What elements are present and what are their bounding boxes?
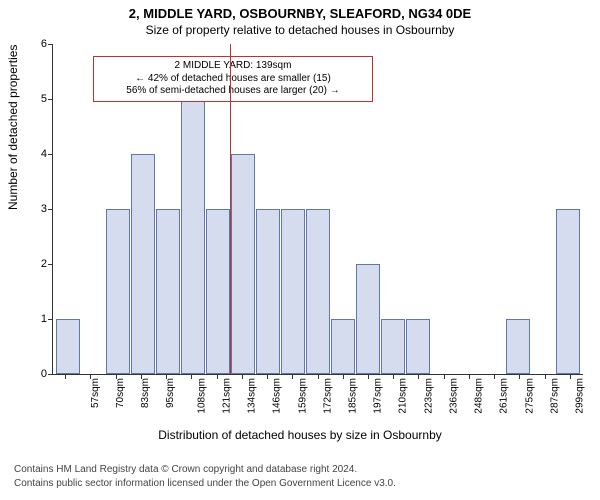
ytick-label: 3 [25, 203, 53, 215]
xtick-mark [570, 374, 571, 379]
xtick-mark [292, 374, 293, 379]
xtick-mark [217, 374, 218, 379]
bar-slot [406, 44, 431, 374]
bar [206, 209, 230, 374]
page-subtitle: Size of property relative to detached ho… [0, 21, 600, 37]
bar [131, 154, 155, 374]
xtick-mark [65, 374, 66, 379]
xtick-mark [166, 374, 167, 379]
bar [406, 319, 430, 374]
page-title: 2, MIDDLE YARD, OSBOURNBY, SLEAFORD, NG3… [0, 0, 600, 21]
bar [181, 99, 205, 374]
xtick-mark [519, 374, 520, 379]
bar [281, 209, 305, 374]
annotation-line3: 56% of semi-detached houses are larger (… [100, 85, 366, 98]
ytick-label: 5 [25, 93, 53, 105]
y-axis-label: Number of detached properties [6, 45, 20, 210]
annotation-line1: 2 MIDDLE YARD: 139sqm [100, 60, 366, 73]
bar [306, 209, 330, 374]
xtick-label: 95sqm [165, 378, 176, 408]
xtick-mark [116, 374, 117, 379]
xtick-label: 108sqm [196, 378, 207, 414]
bar [231, 154, 255, 374]
xtick-label: 236sqm [449, 378, 460, 414]
bar [356, 264, 380, 374]
bar [106, 209, 130, 374]
bar-slot [431, 44, 456, 374]
xtick-mark [393, 374, 394, 379]
xtick-mark [418, 374, 419, 379]
bar [56, 319, 80, 374]
xtick-mark [267, 374, 268, 379]
xtick-label: 275sqm [524, 378, 535, 414]
xtick-label: 223sqm [423, 378, 434, 414]
x-axis-label: Distribution of detached houses by size … [0, 428, 600, 442]
xtick-label: 172sqm [322, 378, 333, 414]
bar-slot [456, 44, 481, 374]
xtick-label: 121sqm [221, 378, 232, 414]
xtick-mark [444, 374, 445, 379]
ytick-label: 6 [25, 38, 53, 50]
annotation-box: 2 MIDDLE YARD: 139sqm ← 42% of detached … [93, 56, 373, 102]
footer-line1: Contains HM Land Registry data © Crown c… [14, 463, 396, 477]
xtick-label: 159sqm [297, 378, 308, 414]
xtick-label: 299sqm [575, 378, 586, 414]
xtick-label: 134sqm [247, 378, 258, 414]
ytick-label: 2 [25, 258, 53, 270]
xtick-mark [90, 374, 91, 379]
ytick-label: 4 [25, 148, 53, 160]
xtick-label: 287sqm [549, 378, 560, 414]
xtick-label: 248sqm [474, 378, 485, 414]
bar-slot [506, 44, 531, 374]
xtick-mark [545, 374, 546, 379]
xtick-label: 261sqm [499, 378, 510, 414]
bar-slot [381, 44, 406, 374]
ytick-label: 0 [25, 368, 53, 380]
bar [331, 319, 355, 374]
xtick-mark [343, 374, 344, 379]
xtick-label: 146sqm [272, 378, 283, 414]
xtick-label: 185sqm [348, 378, 359, 414]
bar-slot [481, 44, 506, 374]
bar-slot [556, 44, 581, 374]
plot-area: 2 MIDDLE YARD: 139sqm ← 42% of detached … [52, 44, 583, 375]
xtick-label: 57sqm [90, 378, 101, 408]
reference-line [230, 44, 231, 374]
xtick-label: 83sqm [140, 378, 151, 408]
bar-slot [55, 44, 80, 374]
bar [556, 209, 580, 374]
xtick-mark [318, 374, 319, 379]
xtick-mark [141, 374, 142, 379]
xtick-mark [191, 374, 192, 379]
chart-container: 2, MIDDLE YARD, OSBOURNBY, SLEAFORD, NG3… [0, 0, 600, 500]
xtick-mark [242, 374, 243, 379]
annotation-line2: ← 42% of detached houses are smaller (15… [100, 73, 366, 86]
xtick-label: 197sqm [373, 378, 384, 414]
bar-slot [531, 44, 556, 374]
footer-attribution: Contains HM Land Registry data © Crown c… [14, 463, 396, 490]
xtick-mark [494, 374, 495, 379]
xtick-mark [368, 374, 369, 379]
bar [381, 319, 405, 374]
ytick-label: 1 [25, 313, 53, 325]
footer-line2: Contains public sector information licen… [14, 477, 396, 491]
xtick-label: 70sqm [115, 378, 126, 408]
bar [156, 209, 180, 374]
bar [256, 209, 280, 374]
xtick-label: 210sqm [398, 378, 409, 414]
xtick-mark [469, 374, 470, 379]
bar [506, 319, 530, 374]
